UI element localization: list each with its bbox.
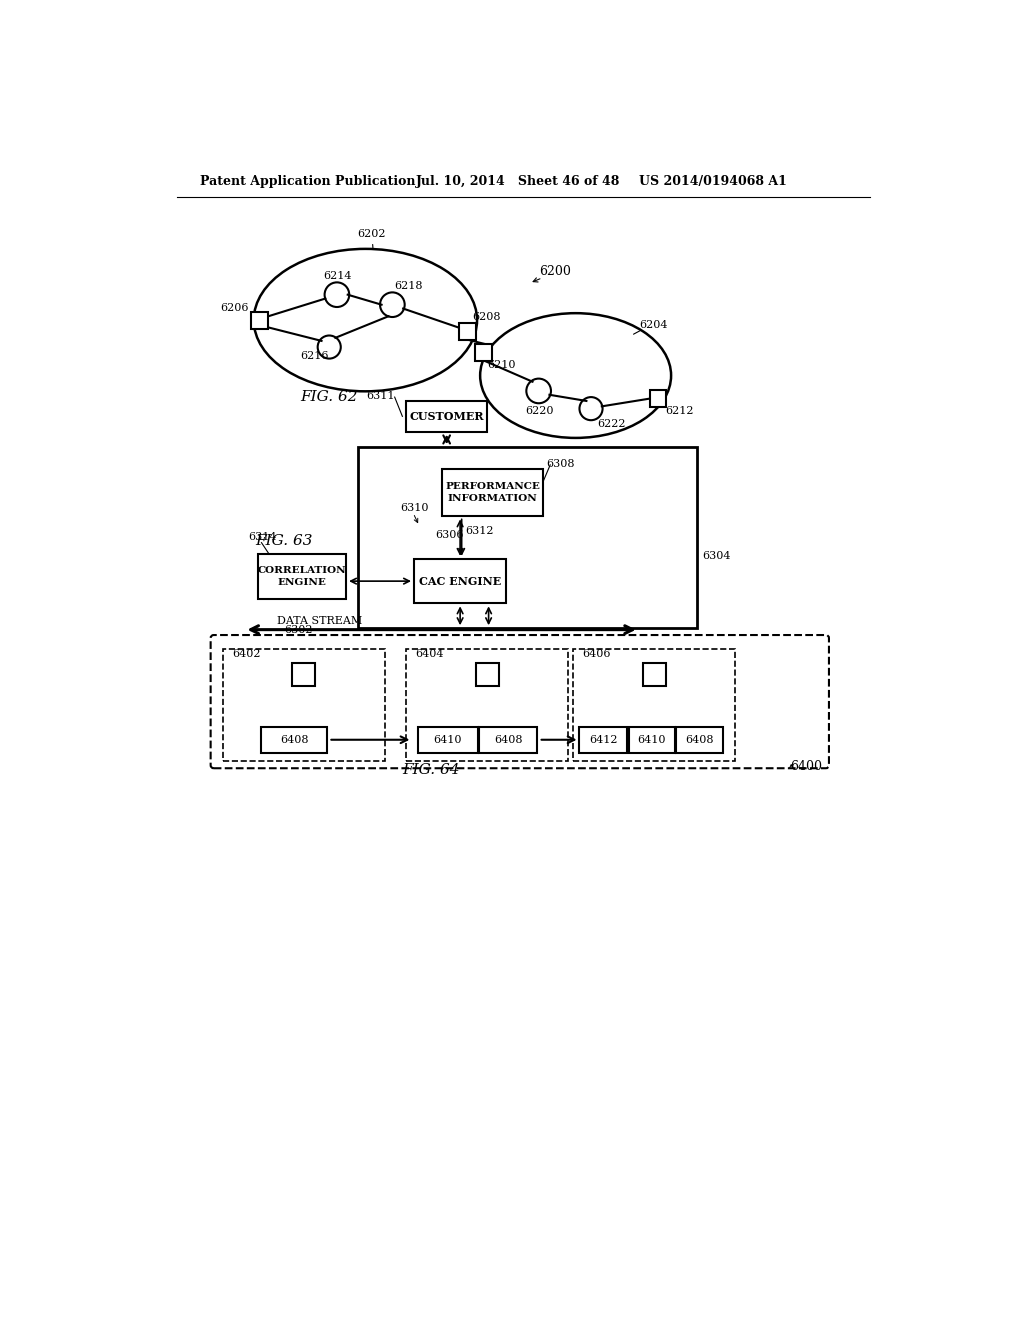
Text: ENGINE: ENGINE bbox=[278, 578, 327, 587]
Text: DATA STREAM: DATA STREAM bbox=[276, 616, 362, 626]
FancyBboxPatch shape bbox=[211, 635, 829, 768]
FancyBboxPatch shape bbox=[252, 312, 268, 329]
Text: 6310: 6310 bbox=[400, 503, 429, 512]
Text: 6210: 6210 bbox=[487, 360, 515, 370]
FancyBboxPatch shape bbox=[418, 726, 478, 752]
Text: 6214: 6214 bbox=[323, 272, 351, 281]
Text: INFORMATION: INFORMATION bbox=[447, 494, 538, 503]
Text: 6412: 6412 bbox=[589, 735, 617, 744]
FancyBboxPatch shape bbox=[407, 401, 487, 432]
Text: 6306: 6306 bbox=[435, 529, 464, 540]
FancyBboxPatch shape bbox=[580, 726, 628, 752]
Text: 6308: 6308 bbox=[547, 459, 574, 469]
FancyBboxPatch shape bbox=[629, 726, 675, 752]
Text: 6204: 6204 bbox=[639, 319, 668, 330]
Text: 6200: 6200 bbox=[539, 265, 570, 279]
Text: 6218: 6218 bbox=[394, 281, 423, 292]
FancyBboxPatch shape bbox=[479, 726, 538, 752]
FancyBboxPatch shape bbox=[261, 726, 327, 752]
FancyBboxPatch shape bbox=[414, 558, 506, 603]
Text: 6408: 6408 bbox=[280, 735, 308, 744]
Text: FIG. 63: FIG. 63 bbox=[255, 535, 312, 548]
FancyBboxPatch shape bbox=[258, 554, 346, 599]
Text: 6216: 6216 bbox=[300, 351, 329, 362]
Text: Patent Application Publication: Patent Application Publication bbox=[200, 176, 416, 187]
Text: 6400: 6400 bbox=[790, 760, 821, 772]
Text: 6406: 6406 bbox=[583, 648, 611, 659]
Text: 6220: 6220 bbox=[524, 407, 553, 416]
Text: CORRELATION: CORRELATION bbox=[258, 566, 346, 574]
FancyBboxPatch shape bbox=[460, 323, 476, 341]
Text: FIG. 64: FIG. 64 bbox=[402, 763, 460, 777]
Text: US 2014/0194068 A1: US 2014/0194068 A1 bbox=[639, 176, 786, 187]
FancyBboxPatch shape bbox=[407, 649, 568, 760]
Text: 6304: 6304 bbox=[702, 550, 731, 561]
Text: 6202: 6202 bbox=[357, 228, 386, 248]
Text: 6302: 6302 bbox=[285, 626, 313, 635]
FancyBboxPatch shape bbox=[643, 663, 666, 686]
Text: 6404: 6404 bbox=[416, 648, 444, 659]
Text: 6312: 6312 bbox=[466, 525, 494, 536]
FancyBboxPatch shape bbox=[573, 649, 735, 760]
Text: 6314: 6314 bbox=[249, 532, 276, 543]
FancyBboxPatch shape bbox=[442, 469, 543, 516]
Text: PERFORMANCE: PERFORMANCE bbox=[445, 482, 540, 491]
Text: 6311: 6311 bbox=[367, 392, 394, 401]
FancyBboxPatch shape bbox=[292, 663, 315, 686]
FancyBboxPatch shape bbox=[677, 726, 723, 752]
FancyBboxPatch shape bbox=[475, 345, 492, 360]
Text: Jul. 10, 2014   Sheet 46 of 48: Jul. 10, 2014 Sheet 46 of 48 bbox=[416, 176, 620, 187]
Text: 6408: 6408 bbox=[685, 735, 714, 744]
Text: 6222: 6222 bbox=[597, 420, 626, 429]
Text: 6410: 6410 bbox=[433, 735, 462, 744]
Text: 6206: 6206 bbox=[220, 302, 249, 313]
FancyBboxPatch shape bbox=[223, 649, 385, 760]
Text: 6402: 6402 bbox=[232, 648, 261, 659]
Text: FIG. 62: FIG. 62 bbox=[300, 389, 357, 404]
Text: 6208: 6208 bbox=[472, 312, 501, 322]
Text: 6408: 6408 bbox=[494, 735, 522, 744]
Text: CUSTOMER: CUSTOMER bbox=[410, 411, 484, 422]
FancyBboxPatch shape bbox=[357, 447, 696, 628]
FancyBboxPatch shape bbox=[475, 663, 499, 686]
Text: 6410: 6410 bbox=[638, 735, 666, 744]
FancyBboxPatch shape bbox=[649, 391, 667, 407]
Text: CAC ENGINE: CAC ENGINE bbox=[419, 576, 501, 586]
Text: 6212: 6212 bbox=[666, 407, 694, 416]
